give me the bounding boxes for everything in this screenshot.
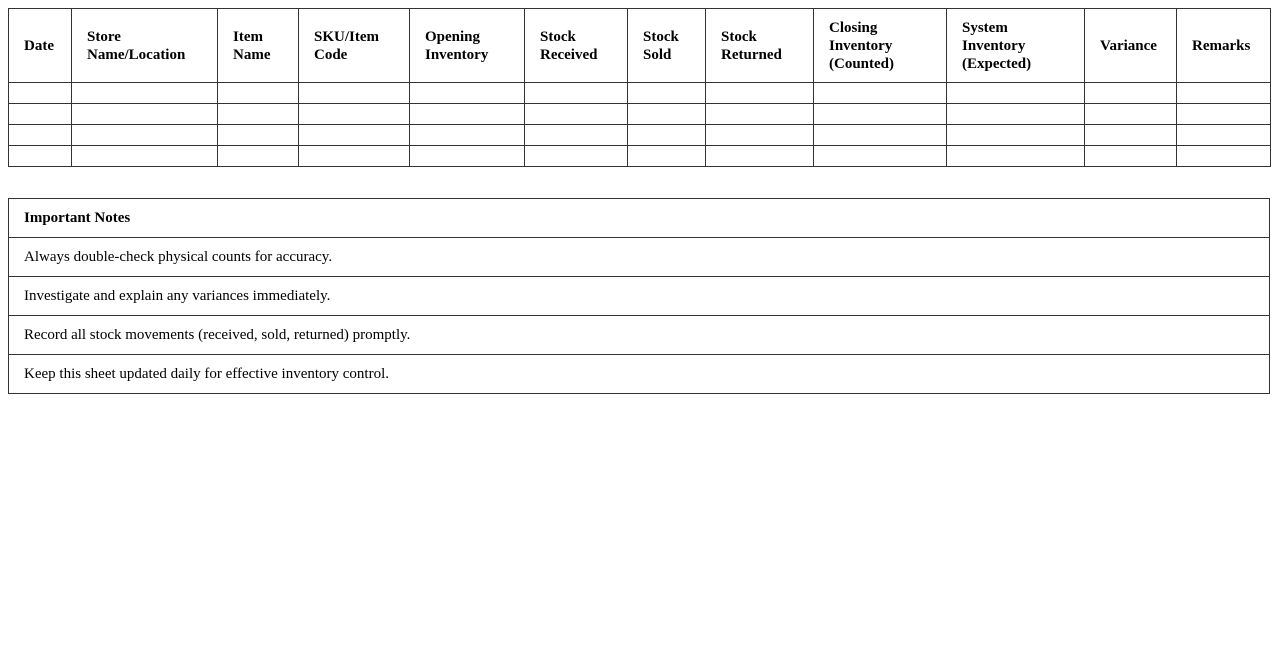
column-header: Stock Sold <box>627 8 706 83</box>
table-cell[interactable] <box>8 145 72 167</box>
column-header: System Inventory (Expected) <box>946 8 1085 83</box>
table-cell[interactable] <box>627 103 706 125</box>
note-text: Keep this sheet updated daily for effect… <box>8 354 1270 394</box>
table-row <box>8 124 1271 146</box>
table-cell[interactable] <box>946 124 1085 146</box>
column-header: Item Name <box>217 8 299 83</box>
table-cell[interactable] <box>1176 82 1271 104</box>
table-cell[interactable] <box>813 103 947 125</box>
column-header: Remarks <box>1176 8 1271 83</box>
table-cell[interactable] <box>1084 145 1177 167</box>
table-cell[interactable] <box>217 82 299 104</box>
table-cell[interactable] <box>705 82 814 104</box>
column-header: Store Name/Location <box>71 8 218 83</box>
table-cell[interactable] <box>409 103 525 125</box>
table-cell[interactable] <box>409 124 525 146</box>
table-cell[interactable] <box>298 145 410 167</box>
note-row: Keep this sheet updated daily for effect… <box>8 354 1270 394</box>
table-cell[interactable] <box>946 82 1085 104</box>
header-row: Date Store Name/Location Item Name SKU/Item… <box>8 8 1271 83</box>
note-row: Always double-check physical counts for … <box>8 237 1270 277</box>
table-cell[interactable] <box>1176 124 1271 146</box>
important-notes-table: Important Notes Always double-check phys… <box>8 198 1270 394</box>
table-cell[interactable] <box>71 124 218 146</box>
table-cell[interactable] <box>627 82 706 104</box>
table-cell[interactable] <box>813 82 947 104</box>
table-cell[interactable] <box>813 145 947 167</box>
column-header: Opening Inventory <box>409 8 525 83</box>
table-cell[interactable] <box>705 124 814 146</box>
column-header: Closing Inventory (Counted) <box>813 8 947 83</box>
table-row <box>8 82 1271 104</box>
table-cell[interactable] <box>1176 145 1271 167</box>
table-cell[interactable] <box>705 145 814 167</box>
table-cell[interactable] <box>627 145 706 167</box>
table-cell[interactable] <box>705 103 814 125</box>
table-row <box>8 103 1271 125</box>
table-cell[interactable] <box>524 103 628 125</box>
note-row: Investigate and explain any variances im… <box>8 276 1270 316</box>
column-header: SKU/Item Code <box>298 8 410 83</box>
table-cell[interactable] <box>71 82 218 104</box>
table-cell[interactable] <box>524 145 628 167</box>
table-cell[interactable] <box>298 103 410 125</box>
table-cell[interactable] <box>71 145 218 167</box>
column-header: Date <box>8 8 72 83</box>
table-cell[interactable] <box>217 124 299 146</box>
table-cell[interactable] <box>946 145 1085 167</box>
table-cell[interactable] <box>627 124 706 146</box>
table-cell[interactable] <box>1084 82 1177 104</box>
table-cell[interactable] <box>1176 103 1271 125</box>
inventory-table: Date Store Name/Location Item Name SKU/Item… <box>8 8 1271 167</box>
notes-title-row: Important Notes <box>8 198 1270 238</box>
table-cell[interactable] <box>298 82 410 104</box>
note-text: Always double-check physical counts for … <box>8 237 1270 277</box>
column-header: Stock Received <box>524 8 628 83</box>
table-cell[interactable] <box>217 103 299 125</box>
table-row <box>8 145 1271 167</box>
note-text: Investigate and explain any variances im… <box>8 276 1270 316</box>
note-row: Record all stock movements (received, so… <box>8 315 1270 355</box>
table-cell[interactable] <box>524 82 628 104</box>
table-cell[interactable] <box>298 124 410 146</box>
table-cell[interactable] <box>217 145 299 167</box>
table-cell[interactable] <box>524 124 628 146</box>
table-cell[interactable] <box>409 145 525 167</box>
table-cell[interactable] <box>409 82 525 104</box>
table-cell[interactable] <box>946 103 1085 125</box>
table-cell[interactable] <box>8 103 72 125</box>
column-header: Variance <box>1084 8 1177 83</box>
table-cell[interactable] <box>813 124 947 146</box>
table-cell[interactable] <box>8 124 72 146</box>
column-header: Stock Returned <box>705 8 814 83</box>
note-text: Record all stock movements (received, so… <box>8 315 1270 355</box>
table-cell[interactable] <box>71 103 218 125</box>
table-cell[interactable] <box>1084 103 1177 125</box>
table-cell[interactable] <box>1084 124 1177 146</box>
notes-title: Important Notes <box>8 198 1270 238</box>
table-cell[interactable] <box>8 82 72 104</box>
